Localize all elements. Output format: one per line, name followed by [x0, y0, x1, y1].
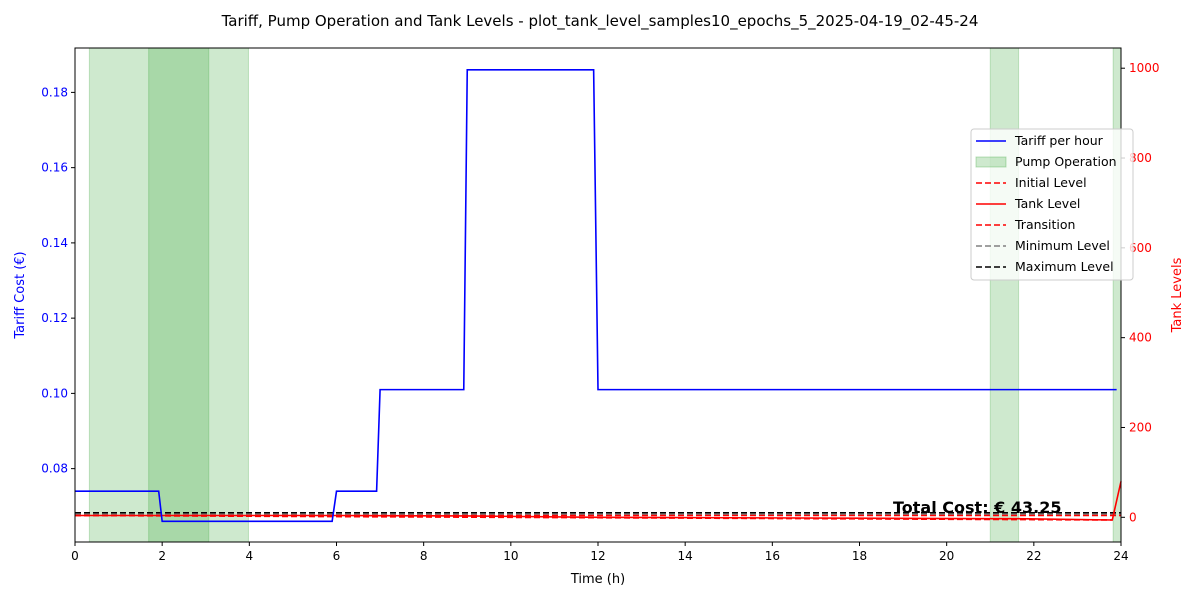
pump-operation-span [88, 47, 210, 543]
level-lines [74, 481, 1122, 521]
tank-level-line [75, 481, 1122, 521]
x-tick-label: 8 [420, 549, 428, 563]
legend-maximum-level-label: Maximum Level [1015, 259, 1114, 274]
x-axis: 0 2 4 6 8 10 12 14 16 18 20 22 24 [71, 542, 1129, 563]
x-tick-label: 12 [590, 549, 605, 563]
y-right-tick-label: 800 [1129, 151, 1152, 165]
x-tick-label: 6 [333, 549, 341, 563]
y-left-tick-label: 0.12 [41, 311, 68, 325]
x-tick-label: 22 [1026, 549, 1041, 563]
legend-minimum-level-label: Minimum Level [1015, 238, 1110, 253]
legend-pump-operation-swatch [975, 156, 1007, 168]
y-left-tick-label: 0.18 [41, 85, 68, 99]
y-axis-left: 0.08 0.10 0.12 0.14 0.16 0.18 [41, 85, 75, 476]
legend: Tariff per hour Pump Operation Initial Lev… [970, 128, 1134, 281]
legend-box [970, 128, 1134, 281]
x-tick-label: 0 [71, 549, 79, 563]
y-right-tick-label: 200 [1129, 420, 1152, 434]
y-axis-right: 0 200 400 600 800 1000 [1121, 61, 1160, 524]
x-tick-label: 14 [678, 549, 693, 563]
tariff-line-group [75, 69, 1117, 523]
pump-operation-spans [88, 47, 1122, 543]
y-right-tick-label: 0 [1129, 510, 1137, 524]
x-tick-label: 4 [246, 549, 254, 563]
x-tick-label: 2 [158, 549, 166, 563]
x-axis-label: Time (h) [570, 572, 625, 587]
x-tick-label: 18 [852, 549, 867, 563]
total-cost-annotation: Total Cost: € 43.25 [893, 498, 1061, 517]
tariff-line [75, 69, 1117, 523]
y-left-tick-label: 0.16 [41, 161, 68, 175]
legend-tariff: Tariff per hour [976, 133, 1104, 148]
x-tick-label: 16 [765, 549, 780, 563]
legend-transition-label: Transition [1014, 217, 1075, 232]
legend-pump-operation: Pump Operation [975, 154, 1117, 169]
x-tick-label: 24 [1113, 549, 1128, 563]
y-left-tick-label: 0.10 [41, 386, 68, 400]
y-left-tick-label: 0.14 [41, 236, 68, 250]
legend-initial-level-label: Initial Level [1015, 175, 1087, 190]
pump-operation-span [148, 47, 249, 543]
y-right-tick-label: 600 [1129, 241, 1152, 255]
pump-operation-span [989, 47, 1020, 543]
y-axis-right-label: Tank Levels [1170, 257, 1185, 333]
x-tick-label: 20 [939, 549, 954, 563]
legend-tank-level-label: Tank Level [1014, 196, 1080, 211]
pump-operation-span [1112, 47, 1122, 543]
y-right-tick-label: 400 [1129, 331, 1152, 345]
x-tick-label: 10 [503, 549, 518, 563]
y-right-tick-label: 1000 [1129, 61, 1160, 75]
legend-maximum-level: Maximum Level [976, 259, 1114, 274]
legend-initial-level: Initial Level [976, 175, 1087, 190]
legend-tank-level: Tank Level [976, 196, 1080, 211]
y-left-tick-label: 0.08 [41, 462, 68, 476]
legend-tariff-label: Tariff per hour [1014, 133, 1104, 148]
legend-transition: Transition [976, 217, 1075, 232]
legend-minimum-level: Minimum Level [976, 238, 1110, 253]
chart-title: Tariff, Pump Operation and Tank Levels -… [221, 12, 979, 31]
legend-pump-operation-label: Pump Operation [1015, 154, 1117, 169]
y-axis-left-label: Tariff Cost (€) [13, 251, 28, 339]
